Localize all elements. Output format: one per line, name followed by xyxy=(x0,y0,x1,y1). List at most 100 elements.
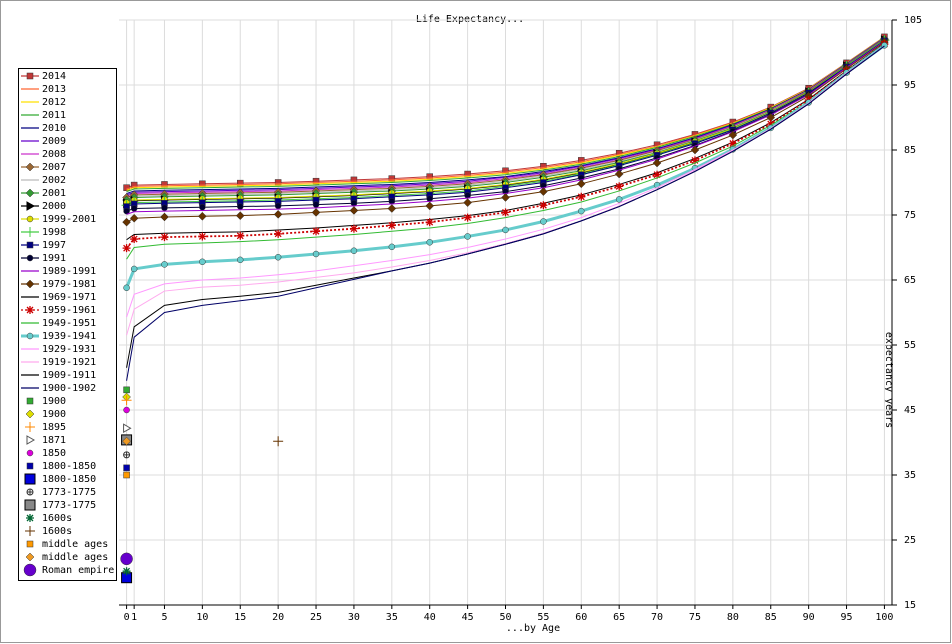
x-tick-label: 80 xyxy=(727,612,739,623)
marker xyxy=(274,254,282,261)
legend-label: 1900 xyxy=(42,409,66,420)
series-line xyxy=(126,39,885,201)
legend-label: middle ages xyxy=(42,539,108,550)
legend-label: Roman empire xyxy=(42,565,114,576)
legend-label: 1999-2001 xyxy=(42,214,96,225)
series-line xyxy=(126,36,885,189)
marker xyxy=(26,254,34,262)
legend-label: 1600s xyxy=(42,526,72,537)
marker xyxy=(23,563,37,577)
marker xyxy=(274,229,283,238)
marker xyxy=(129,213,139,223)
legend-label: 2002 xyxy=(42,175,66,186)
series-line xyxy=(125,44,886,289)
marker xyxy=(26,397,34,405)
marker xyxy=(425,218,434,227)
legend-label: 1800-1850 xyxy=(42,461,96,472)
x-tick-label: 5 xyxy=(161,612,167,623)
x-tick-label: 65 xyxy=(613,612,625,623)
marker xyxy=(130,265,138,273)
x-tick-label: 40 xyxy=(424,612,436,623)
marker xyxy=(653,170,662,179)
legend-label: 1991 xyxy=(42,253,66,264)
legend-label: 1800-1850 xyxy=(42,474,96,485)
marker xyxy=(25,227,35,237)
y-tick-label: 15 xyxy=(904,600,916,611)
legend-label: 1997 xyxy=(42,240,66,251)
marker xyxy=(576,179,586,189)
x-tick-label: 1 xyxy=(131,612,137,623)
legend-label: 1600s xyxy=(42,513,72,524)
marker xyxy=(312,201,320,208)
marker xyxy=(237,256,244,264)
marker xyxy=(122,217,131,227)
y-tick-label: 85 xyxy=(904,145,916,156)
marker xyxy=(26,72,34,80)
series-line xyxy=(126,41,885,212)
marker xyxy=(690,145,700,155)
marker xyxy=(123,451,131,459)
marker xyxy=(25,409,35,419)
legend-label: 1939-1941 xyxy=(42,331,96,342)
legend-label: 1900 xyxy=(42,396,66,407)
legend-label: 1998 xyxy=(42,227,66,238)
y-tick-label: 65 xyxy=(904,275,916,286)
marker xyxy=(728,130,738,140)
legend-label: 2008 xyxy=(42,149,66,160)
series-line xyxy=(126,44,885,260)
marker xyxy=(26,449,34,457)
marker xyxy=(130,205,138,212)
series-line xyxy=(126,38,885,197)
marker xyxy=(25,552,35,562)
marker xyxy=(26,540,34,548)
legend-label: 1989-1991 xyxy=(42,266,96,277)
marker xyxy=(615,182,624,191)
marker xyxy=(121,395,132,406)
marker xyxy=(26,435,36,445)
marker xyxy=(349,206,359,215)
marker xyxy=(25,188,35,198)
marker xyxy=(312,250,320,258)
y-tick-label: 35 xyxy=(904,470,916,481)
legend-label: 2001 xyxy=(42,188,66,199)
marker xyxy=(26,488,34,496)
marker xyxy=(652,158,662,168)
marker xyxy=(577,192,586,201)
marker xyxy=(273,209,283,219)
x-tick-label: 85 xyxy=(765,612,777,623)
marker xyxy=(26,306,34,314)
x-tick-label: 30 xyxy=(348,612,360,623)
marker xyxy=(25,526,35,536)
series-line xyxy=(126,37,885,195)
marker xyxy=(766,120,775,128)
marker xyxy=(690,156,699,165)
x-tick-label: 15 xyxy=(234,612,246,623)
x-tick-label: 35 xyxy=(386,612,398,623)
legend-label: 1895 xyxy=(42,422,66,433)
marker xyxy=(387,221,396,230)
x-tick-label: 90 xyxy=(803,612,815,623)
legend-label: 1850 xyxy=(42,448,66,459)
marker xyxy=(199,203,206,211)
marker xyxy=(123,406,130,414)
x-tick-label: 95 xyxy=(841,612,853,623)
marker xyxy=(26,241,34,249)
marker xyxy=(26,201,36,211)
marker xyxy=(25,162,35,172)
series-line xyxy=(126,37,885,191)
marker xyxy=(122,244,131,253)
marker xyxy=(130,235,139,244)
marker xyxy=(160,233,169,242)
x-tick-label: 50 xyxy=(499,612,511,623)
series-line xyxy=(126,39,885,200)
marker xyxy=(199,258,206,266)
marker xyxy=(123,284,130,292)
marker xyxy=(237,203,244,210)
legend-label: 1871 xyxy=(42,435,66,446)
marker xyxy=(24,499,36,511)
marker xyxy=(123,423,132,434)
marker xyxy=(502,226,509,234)
series-line xyxy=(125,43,885,249)
